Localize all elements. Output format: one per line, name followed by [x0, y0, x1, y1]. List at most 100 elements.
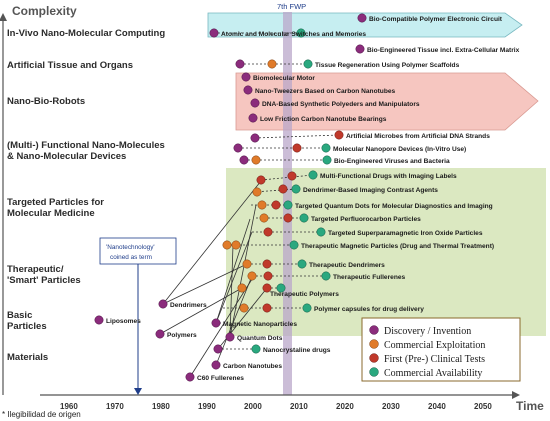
milestone-label: Dendrimers: [170, 302, 207, 309]
category-label: Particles: [7, 321, 47, 332]
milestone-label: Bio-Compatible Polymer Electronic Circui…: [369, 16, 503, 23]
tick-label: 2040: [428, 402, 446, 411]
clinical-marker: [262, 259, 272, 269]
availability-marker: [302, 303, 312, 313]
discovery-marker: [355, 44, 365, 54]
milestone-label: Therapeutic Polymers: [270, 291, 339, 298]
category-label: Therapeutic/: [7, 264, 64, 275]
discovery-marker: [243, 85, 253, 95]
milestone-label: Magnetic Nanoparticles: [223, 321, 297, 328]
availability-marker: [251, 344, 261, 354]
milestone-label: Therapeutic Dendrimers: [309, 262, 385, 269]
discovery-marker: [209, 28, 219, 38]
discovery-marker: [155, 329, 165, 339]
availability-marker: [303, 59, 313, 69]
clinical-marker: [262, 283, 272, 293]
x-axis-title: Time: [516, 399, 544, 413]
legend-label: First (Pre-) Clinical Tests: [384, 354, 485, 365]
category-label: Materials: [7, 352, 48, 363]
milestone-label: Nanocrystaline drugs: [263, 347, 331, 354]
milestone-label: Artificial Microbes from Artificial DNA …: [346, 133, 490, 140]
fwp-label: 7th FWP: [277, 2, 306, 11]
category-label: & Nano-Molecular Devices: [7, 151, 126, 162]
availability-marker: [321, 143, 331, 153]
availability-marker: [276, 283, 286, 293]
discovery-marker: [233, 143, 243, 153]
discovery-marker: [250, 98, 260, 108]
exploitation-marker: [239, 303, 249, 313]
clinical-marker: [278, 184, 288, 194]
milestone-label: Liposomes: [106, 318, 141, 325]
exploitation-marker: [257, 200, 267, 210]
discovery-marker: [225, 332, 235, 342]
tick-label: 2020: [336, 402, 354, 411]
legend-exploitation-marker: [369, 339, 379, 349]
milestone-label: Polymer capsules for drug delivery: [314, 306, 424, 313]
annotation-text: 'Nanotechnology': [106, 244, 155, 251]
milestone-label: Atomic and Molecular Switches and Memori…: [221, 31, 366, 38]
milestone-label: Targeted Quantum Dots for Molecular Diag…: [295, 203, 493, 210]
legend: Discovery / Invention Commercial Exploit…: [361, 317, 521, 382]
exploitation-marker: [231, 240, 241, 250]
legend-box: [361, 317, 521, 382]
exploitation-markers: [222, 59, 277, 313]
legend-clinical-marker: [369, 353, 379, 363]
milestone-label: Therapeutic Fullerenes: [333, 274, 406, 281]
y-axis-title: Complexity: [12, 4, 77, 18]
clinical-marker: [283, 213, 293, 223]
annotation-pointer-head: [134, 388, 142, 395]
category-label: In-Vivo Nano-Molecular Computing: [7, 28, 165, 39]
tick-label: 2010: [290, 402, 308, 411]
exploitation-marker: [247, 271, 257, 281]
footnote: * Ilegibilidad de origen: [2, 410, 81, 419]
milestone-label: Polymers: [167, 332, 197, 339]
availability-marker: [316, 227, 326, 237]
discovery-marker: [248, 113, 258, 123]
tick-label: 1980: [152, 402, 170, 411]
availability-marker: [291, 184, 301, 194]
availability-marker: [321, 271, 331, 281]
pink-arrow-band: [235, 72, 539, 131]
milestone-label: C60 Fullerenes: [197, 375, 244, 382]
milestone-label: Biomolecular Motor: [253, 75, 315, 82]
milestone-label: Carbon Nanotubes: [223, 363, 282, 370]
milestone-label: Targeted Perfluorocarbon Particles: [311, 216, 421, 223]
legend-label: Discovery / Invention: [384, 326, 471, 337]
category-label: 'Smart' Particles: [7, 275, 81, 286]
clinical-marker: [271, 200, 281, 210]
tick-label: 2000: [244, 402, 262, 411]
availability-marker: [322, 155, 332, 165]
clinical-marker: [263, 227, 273, 237]
discovery-markers: [94, 13, 367, 382]
y-axis-arrowhead: [0, 13, 7, 21]
legend-discovery-marker: [369, 325, 379, 335]
discovery-marker: [185, 372, 195, 382]
tick-label: 1990: [198, 402, 216, 411]
category-label: Molecular Medicine: [7, 208, 95, 219]
exploitation-marker: [267, 59, 277, 69]
tick-label: 2050: [474, 402, 492, 411]
discovery-marker: [357, 13, 367, 23]
legend-availability-marker: [369, 367, 379, 377]
discovery-marker: [213, 344, 223, 354]
annotation-box: [99, 237, 177, 265]
availability-marker: [308, 170, 318, 180]
milestone-label: Dendrimer-Based Imaging Contrast Agents: [303, 187, 438, 194]
discovery-marker: [94, 315, 104, 325]
category-label: Artificial Tissue and Organs: [7, 60, 133, 71]
availability-marker: [289, 240, 299, 250]
milestone-label: Nano-Tweezers Based on Carbon Nanotubes: [255, 88, 396, 95]
milestone-label: Bio-Engineered Tissue incl. Extra-Cellul…: [367, 47, 520, 54]
availability-marker: [283, 200, 293, 210]
exploitation-marker: [242, 259, 252, 269]
milestone-label: Multi-Functional Drugs with Imaging Labe…: [320, 173, 457, 180]
category-label: Targeted Particles for: [7, 197, 104, 208]
discovery-marker: [211, 318, 221, 328]
milestone-label: Tissue Regeneration Using Polymer Scaffo…: [315, 62, 460, 69]
exploitation-marker: [222, 240, 232, 250]
exploitation-marker: [251, 155, 261, 165]
annotation-text: coined as term: [110, 254, 152, 261]
category-label: Nano-Bio-Robots: [7, 96, 85, 107]
